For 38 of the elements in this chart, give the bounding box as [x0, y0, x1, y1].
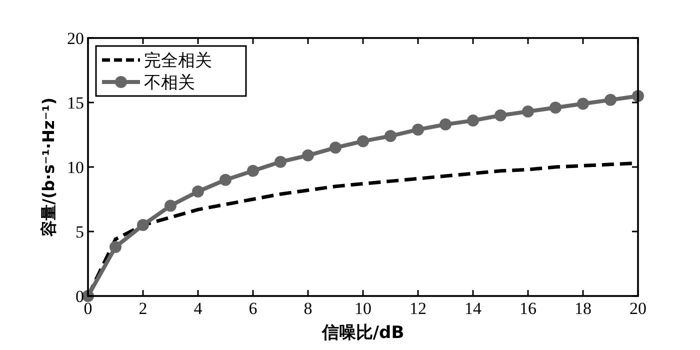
x-axis-title: 信噪比/dB [320, 323, 404, 343]
point [384, 130, 396, 142]
x-tick-label: 18 [574, 299, 592, 318]
x-tick-label: 10 [354, 299, 372, 318]
point [302, 149, 314, 162]
x-tick-label: 20 [630, 299, 646, 318]
y-tick-label: 20 [67, 29, 84, 48]
x-tick-label: 14 [464, 299, 482, 318]
point [467, 114, 479, 127]
legend-label: 完全相关 [144, 51, 212, 71]
x-tick-label: 16 [520, 299, 536, 318]
point [440, 118, 452, 130]
point [110, 240, 122, 253]
point [192, 186, 204, 198]
y-tick-label: 15 [67, 94, 84, 112]
x-tick-label: 2 [138, 299, 148, 318]
point [220, 174, 232, 186]
point [357, 135, 369, 148]
y-axis-title: 容量/(b·s⁻¹·Hz⁻¹) [39, 97, 58, 238]
point [274, 156, 286, 168]
x-tick-label: 8 [304, 299, 312, 318]
point [247, 164, 259, 177]
x-tick-label: 4 [194, 299, 203, 318]
point [164, 200, 176, 212]
legend-label: 不相关 [144, 73, 195, 93]
y-tick-label: 5 [76, 222, 84, 242]
point [330, 142, 342, 154]
point [550, 102, 562, 114]
y-tick-label: 10 [67, 158, 84, 177]
x-tick-label: 6 [248, 299, 258, 318]
point [137, 219, 149, 232]
point [522, 106, 534, 118]
y-tick-label: 0 [76, 287, 84, 306]
x-tick-label: 12 [410, 299, 426, 318]
point [604, 94, 616, 106]
point [577, 98, 589, 110]
point [412, 124, 424, 136]
point [494, 109, 506, 122]
